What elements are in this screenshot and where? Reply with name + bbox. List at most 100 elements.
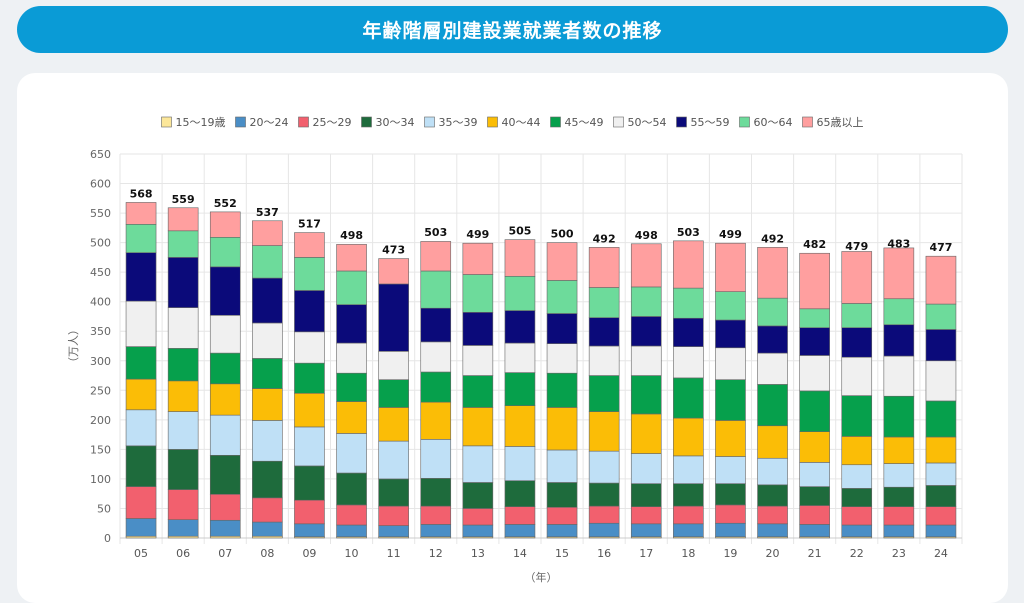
legend-swatch <box>550 116 561 128</box>
y-tick-label: 200 <box>90 414 111 427</box>
y-tick-label: 550 <box>90 207 111 220</box>
bar-segment <box>757 505 788 525</box>
bar-segment <box>630 413 662 454</box>
bar-segment <box>167 257 199 308</box>
bar-segment <box>799 486 830 506</box>
bar-segment <box>125 300 157 347</box>
bar-segment <box>252 460 283 499</box>
bar-segment <box>504 446 536 481</box>
bar-segment <box>504 506 536 525</box>
bar-segment <box>673 523 704 538</box>
y-tick-label: 300 <box>90 355 111 368</box>
bar-segment <box>925 506 957 526</box>
x-tick-label: 17 <box>639 547 653 560</box>
bar-segment <box>673 377 704 419</box>
total-label: 568 <box>130 187 153 200</box>
x-axis-title: （年） <box>525 570 558 584</box>
bar-segment <box>841 436 873 466</box>
bar-segment <box>167 519 199 537</box>
bar-segment <box>294 232 325 258</box>
y-tick-label: 100 <box>90 473 111 486</box>
bar-segment <box>252 220 283 246</box>
y-tick-label: 150 <box>90 443 111 456</box>
bar-segment <box>630 243 662 288</box>
bar-segment <box>209 352 241 385</box>
bar-segment <box>462 508 494 526</box>
y-tick-label: 350 <box>90 325 111 338</box>
bar-segment <box>420 524 452 538</box>
total-label: 500 <box>551 228 574 241</box>
bar-segment <box>125 378 157 411</box>
bar-segment <box>630 483 662 507</box>
legend-label: 15〜19歳 <box>176 116 226 129</box>
bar-segment <box>209 519 241 537</box>
bar-segment <box>673 483 704 507</box>
bar-segment <box>420 478 452 507</box>
bar-segment <box>504 405 536 447</box>
bar-segment <box>799 390 830 432</box>
bar-segment <box>336 524 367 538</box>
x-tick-label: 11 <box>387 547 401 560</box>
x-tick-label: 15 <box>555 547 569 560</box>
bar-segment <box>715 483 746 506</box>
legend-label: 35〜39 <box>439 116 478 129</box>
bar-segment <box>883 355 915 397</box>
x-tick-label: 21 <box>808 547 822 560</box>
bar-segment <box>209 414 241 456</box>
bar-segment <box>378 525 409 538</box>
bar-segment <box>799 252 830 310</box>
bar-segment <box>841 395 873 437</box>
bar-segment <box>420 401 452 440</box>
x-tick-label: 07 <box>218 547 232 560</box>
bar-segment <box>209 211 241 238</box>
bar-segment <box>715 379 746 421</box>
bar-segment <box>209 266 241 316</box>
total-label: 517 <box>298 218 321 231</box>
bar-segment <box>167 489 199 520</box>
bar-segment <box>925 462 957 486</box>
bar-segment <box>673 417 704 457</box>
x-tick-label: 12 <box>429 547 443 560</box>
bar-segment <box>757 523 788 538</box>
total-label: 559 <box>172 193 195 206</box>
bar-segment <box>715 242 746 292</box>
x-tick-label: 16 <box>597 547 611 560</box>
bar-segment <box>799 355 830 392</box>
bar-segment <box>125 486 157 519</box>
bar-segment <box>504 480 536 507</box>
y-tick-label: 450 <box>90 266 111 279</box>
bar-segment <box>378 505 409 526</box>
chart-grid <box>119 153 963 544</box>
bar-segment <box>252 420 283 462</box>
bar-segment <box>125 518 157 537</box>
bar-segment <box>336 304 367 344</box>
bar-segment <box>925 400 957 438</box>
bar-segment <box>883 324 915 357</box>
legend-label: 45〜49 <box>565 116 604 129</box>
bar-segment <box>167 230 199 258</box>
bar-segment <box>167 348 199 382</box>
bar-segment <box>588 375 620 412</box>
y-axis-title: （万人） <box>67 324 80 368</box>
bar-segment <box>252 277 283 324</box>
bar-segment <box>588 450 620 484</box>
bar-segment <box>294 331 325 364</box>
bar-segment <box>167 449 199 490</box>
total-label: 473 <box>382 244 405 257</box>
y-tick-label: 0 <box>104 532 111 545</box>
chart-bars <box>125 202 957 539</box>
legend-label: 25〜29 <box>313 116 352 129</box>
y-tick-label: 500 <box>90 237 111 250</box>
bar-segment <box>630 316 662 347</box>
bar-segment <box>209 314 241 354</box>
total-label: 503 <box>424 226 447 239</box>
legend-label: 30〜34 <box>376 116 415 129</box>
bar-segment <box>462 445 494 483</box>
bar-segment <box>294 362 325 394</box>
bar-segment <box>294 499 325 525</box>
total-label: 499 <box>466 228 489 241</box>
bar-segment <box>757 247 788 299</box>
bar-segment <box>588 505 620 524</box>
legend-label: 50〜54 <box>628 116 667 129</box>
bar-segment <box>630 453 662 484</box>
